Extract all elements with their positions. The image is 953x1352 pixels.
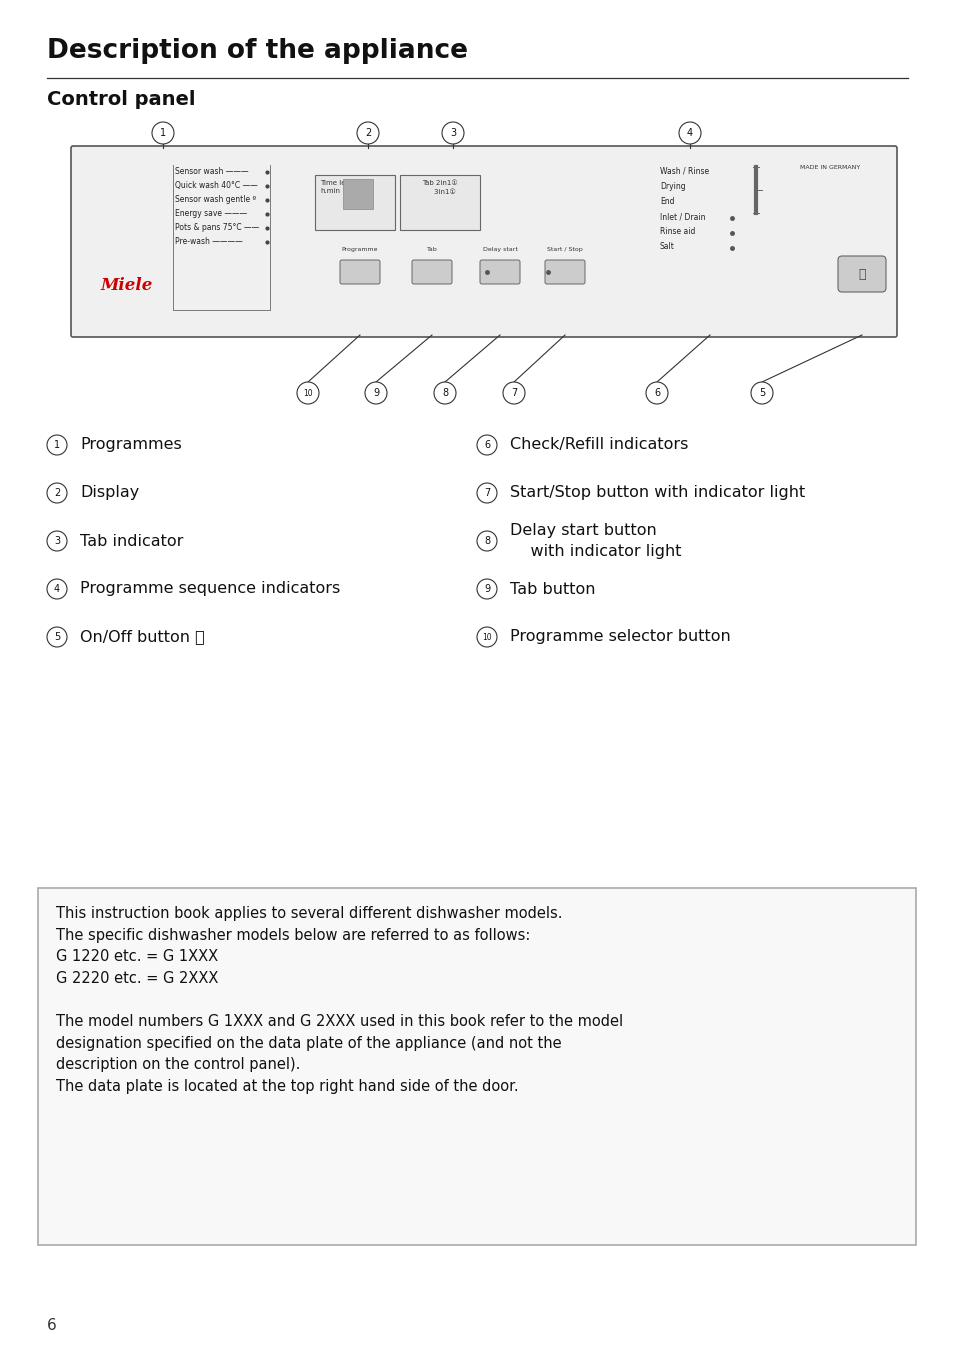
Text: 1: 1 <box>54 439 60 450</box>
Text: 6: 6 <box>47 1318 56 1333</box>
Text: 7: 7 <box>483 488 490 498</box>
Text: Programmes: Programmes <box>80 438 182 453</box>
Text: On/Off button Ⓘ: On/Off button Ⓘ <box>80 630 205 645</box>
Text: Tab button: Tab button <box>510 581 595 596</box>
FancyBboxPatch shape <box>544 260 584 284</box>
Circle shape <box>476 579 497 599</box>
Text: 3: 3 <box>450 128 456 138</box>
Circle shape <box>47 483 67 503</box>
Circle shape <box>502 383 524 404</box>
FancyBboxPatch shape <box>38 888 915 1245</box>
Text: Time left
h.min: Time left h.min <box>319 180 351 193</box>
Text: 10: 10 <box>481 633 492 641</box>
Circle shape <box>152 122 173 145</box>
Text: Delay start button
    with indicator light: Delay start button with indicator light <box>510 523 680 558</box>
Text: Pre-wash ————: Pre-wash ———— <box>174 237 242 246</box>
Circle shape <box>476 627 497 648</box>
Text: MADE IN GERMANY: MADE IN GERMANY <box>800 165 860 170</box>
Text: Programme selector button: Programme selector button <box>510 630 730 645</box>
Text: 9: 9 <box>373 388 378 397</box>
Text: Delay start: Delay start <box>482 247 517 251</box>
FancyBboxPatch shape <box>837 256 885 292</box>
Circle shape <box>679 122 700 145</box>
Text: Salt: Salt <box>659 242 674 251</box>
Text: Ⓘ: Ⓘ <box>858 268 864 280</box>
Circle shape <box>441 122 463 145</box>
Circle shape <box>645 383 667 404</box>
Text: Quick wash 40°C ——: Quick wash 40°C —— <box>174 181 257 191</box>
Text: Tab: Tab <box>426 247 436 251</box>
Text: 6: 6 <box>653 388 659 397</box>
Text: 5: 5 <box>758 388 764 397</box>
FancyBboxPatch shape <box>343 178 373 210</box>
Text: 4: 4 <box>686 128 692 138</box>
Text: Check/Refill indicators: Check/Refill indicators <box>510 438 688 453</box>
Text: Wash / Rinse: Wash / Rinse <box>659 168 708 176</box>
Text: 8: 8 <box>483 535 490 546</box>
Circle shape <box>47 627 67 648</box>
Circle shape <box>356 122 378 145</box>
FancyBboxPatch shape <box>412 260 452 284</box>
Text: Drying: Drying <box>659 183 685 191</box>
Text: 10: 10 <box>303 388 313 397</box>
FancyBboxPatch shape <box>479 260 519 284</box>
FancyBboxPatch shape <box>339 260 379 284</box>
Text: Control panel: Control panel <box>47 91 195 110</box>
Circle shape <box>434 383 456 404</box>
Text: 3: 3 <box>54 535 60 546</box>
Text: 5: 5 <box>53 631 60 642</box>
Text: 6: 6 <box>483 439 490 450</box>
Text: Miele: Miele <box>100 277 152 293</box>
Circle shape <box>47 579 67 599</box>
Text: Inlet / Drain: Inlet / Drain <box>659 212 705 220</box>
Text: Display: Display <box>80 485 139 500</box>
Text: This instruction book applies to several different dishwasher models.
The specif: This instruction book applies to several… <box>56 906 622 1094</box>
Text: Rinse aid: Rinse aid <box>659 227 695 237</box>
Circle shape <box>476 435 497 456</box>
Text: Energy save ———: Energy save ——— <box>174 210 247 218</box>
FancyBboxPatch shape <box>399 174 479 230</box>
Text: 9: 9 <box>483 584 490 594</box>
Circle shape <box>476 483 497 503</box>
Text: 1: 1 <box>160 128 166 138</box>
Text: Sensor wash gentle º: Sensor wash gentle º <box>174 195 255 204</box>
Text: Sensor wash ———: Sensor wash ——— <box>174 168 249 176</box>
Text: Start/Stop button with indicator light: Start/Stop button with indicator light <box>510 485 804 500</box>
Circle shape <box>476 531 497 552</box>
Text: 4: 4 <box>54 584 60 594</box>
Text: Description of the appliance: Description of the appliance <box>47 38 468 64</box>
Text: 2: 2 <box>364 128 371 138</box>
Text: 7: 7 <box>511 388 517 397</box>
Circle shape <box>365 383 387 404</box>
Text: 2: 2 <box>53 488 60 498</box>
Text: Start / Stop: Start / Stop <box>547 247 582 251</box>
Text: Tab indicator: Tab indicator <box>80 534 183 549</box>
Circle shape <box>47 435 67 456</box>
Text: Programme: Programme <box>341 247 377 251</box>
Text: End: End <box>659 197 674 206</box>
Text: 8: 8 <box>441 388 448 397</box>
Text: Pots & pans 75°C ——: Pots & pans 75°C —— <box>174 223 259 233</box>
Circle shape <box>750 383 772 404</box>
Circle shape <box>296 383 318 404</box>
FancyBboxPatch shape <box>71 146 896 337</box>
FancyBboxPatch shape <box>314 174 395 230</box>
Circle shape <box>47 531 67 552</box>
Text: Tab 2in1①
    3in1①: Tab 2in1① 3in1① <box>422 180 457 195</box>
Text: Programme sequence indicators: Programme sequence indicators <box>80 581 340 596</box>
